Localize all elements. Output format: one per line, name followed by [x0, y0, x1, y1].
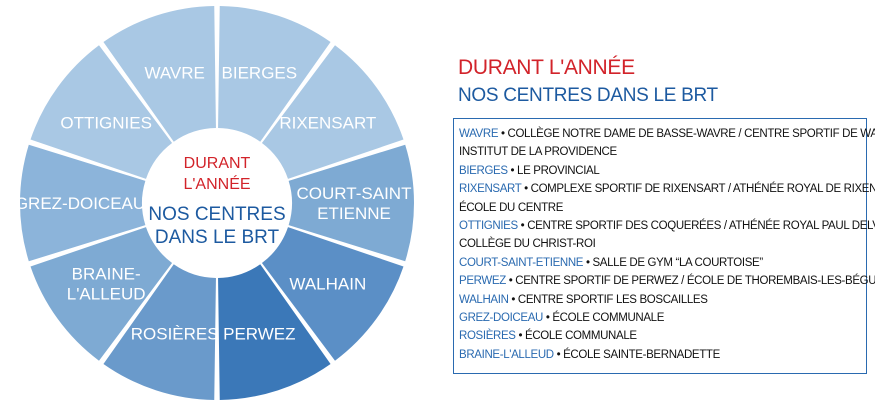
list-item-venues: • CENTRE SPORTIF DE PERWEZ / ÉCOLE DE TH… — [505, 275, 875, 288]
list-item: BRAINE-L'ALLEUD • ÉCOLE SAINTE-BERNADETT… — [459, 346, 866, 364]
wheel-segment-label: ROSIÈRES — [131, 324, 219, 343]
wheel-center-line3: NOS CENTRES — [148, 204, 285, 225]
list-item-venues: • COLLÈGE NOTRE DAME DE BASSE-WAVRE / CE… — [498, 128, 875, 140]
wheel-segment-label: RIXENSART — [279, 113, 376, 132]
list-item: WAVRE • COLLÈGE NOTRE DAME DE BASSE-WAVR… — [459, 125, 875, 143]
wheel-center-line4: DANS LE BRT — [155, 227, 280, 248]
wheel-segment-label: COURT-SAINT — [297, 184, 412, 203]
list-item-venues: • ÉCOLE COMMUNALE — [515, 330, 637, 343]
list-item-venues: • LE PROVINCIAL — [507, 164, 600, 177]
list-item-centre-name: RIXENSART — [459, 183, 522, 196]
wheel-segment — [261, 227, 404, 361]
heading-centres: NOS CENTRES DANS LE BRT — [458, 85, 718, 106]
wheel-center-line1: DURANT — [184, 155, 251, 172]
wheel-segment-label: BRAINE- — [72, 265, 141, 284]
list-item-venues: • COMPLEXE SPORTIF DE RIXENSART / ATHÉNÉ… — [521, 183, 875, 196]
list-item-centre-name: WALHAIN — [459, 293, 509, 306]
list-item: ÉCOLE DU CENTRE — [459, 199, 866, 217]
wheel-segment-label: PERWEZ — [223, 324, 295, 343]
wheel-segment — [288, 144, 415, 262]
list-item-venues: ÉCOLE DU CENTRE — [459, 201, 564, 214]
list-item: OTTIGNIES • CENTRE SPORTIF DES COQUERÉES… — [459, 217, 875, 235]
wheel-segment — [103, 6, 216, 142]
wheel-segment-label: OTTIGNIES — [60, 113, 152, 132]
list-item: ROSIÈRES • ÉCOLE COMMUNALE — [459, 327, 866, 345]
list-item-venues: COLLÈGE DU CHRIST-ROI — [459, 238, 596, 251]
list-item-centre-name: BRAINE-L'ALLEUD — [459, 348, 554, 361]
list-item-centre-name: COURT-SAINT-ETIENNE — [459, 256, 584, 269]
wheel-segment-label: L'ALLEUD — [67, 285, 146, 304]
wheel-segment-label: WALHAIN — [289, 275, 366, 294]
wheel-segment-label: GREZ-DOICEAU — [15, 194, 145, 213]
list-item-centre-name: WAVRE — [459, 128, 499, 140]
centres-list: WAVRE • COLLÈGE NOTRE DAME DE BASSE-WAVR… — [453, 118, 875, 374]
wheel-segment-label: ETIENNE — [317, 204, 391, 223]
list-item: BIERGES • LE PROVINCIAL — [459, 162, 866, 180]
list-item-centre-name: PERWEZ — [459, 275, 506, 288]
list-item-venues: • CENTRE SPORTIF LES BOSCAILLES — [508, 293, 708, 306]
wheel-segment — [20, 144, 146, 262]
wheel-segment — [218, 6, 331, 142]
list-item-venues: • CENTRE SPORTIF DES COQUERÉES / ATHÉNÉE… — [517, 220, 875, 233]
wheel-segment — [30, 45, 173, 179]
wheel-segment — [103, 264, 216, 400]
list-item: WALHAIN • CENTRE SPORTIF LES BOSCAILLES — [459, 291, 866, 309]
list-item-venues: • ÉCOLE COMMUNALE — [542, 312, 665, 325]
list-item-centre-name: GREZ-DOICEAU — [459, 312, 543, 325]
wheel-segment — [261, 45, 404, 179]
wheel-segment — [30, 227, 173, 361]
wheel-segment — [218, 264, 331, 400]
list-item-venues: • SALLE DE GYM “LA COURTOISE” — [583, 256, 763, 269]
list-item-centre-name: OTTIGNIES — [459, 220, 518, 233]
list-item: COLLÈGE DU CHRIST-ROI — [459, 235, 866, 253]
list-item-venues: • ÉCOLE SAINTE-BERNADETTE — [553, 348, 721, 361]
wheel-segment-label: WAVRE — [144, 64, 204, 83]
list-item-venues: INSTITUT DE LA PROVIDENCE — [459, 146, 617, 159]
list-item-centre-name: BIERGES — [459, 164, 508, 177]
list-item: INSTITUT DE LA PROVIDENCE — [459, 143, 866, 161]
list-item: RIXENSART • COMPLEXE SPORTIF DE RIXENSAR… — [459, 180, 875, 198]
wheel-center-line2: L'ANNÉE — [183, 174, 250, 193]
wheel-segment-label: BIERGES — [222, 64, 298, 83]
list-item: GREZ-DOICEAU • ÉCOLE COMMUNALE — [459, 309, 866, 327]
wheel-center-circle — [144, 130, 290, 276]
list-item-centre-name: ROSIÈRES — [459, 330, 516, 343]
heading-period: DURANT L'ANNÉE — [458, 56, 635, 79]
list-item: COURT-SAINT-ETIENNE • SALLE DE GYM “LA C… — [459, 254, 866, 272]
list-item: PERWEZ • CENTRE SPORTIF DE PERWEZ / ÉCOL… — [459, 272, 875, 290]
